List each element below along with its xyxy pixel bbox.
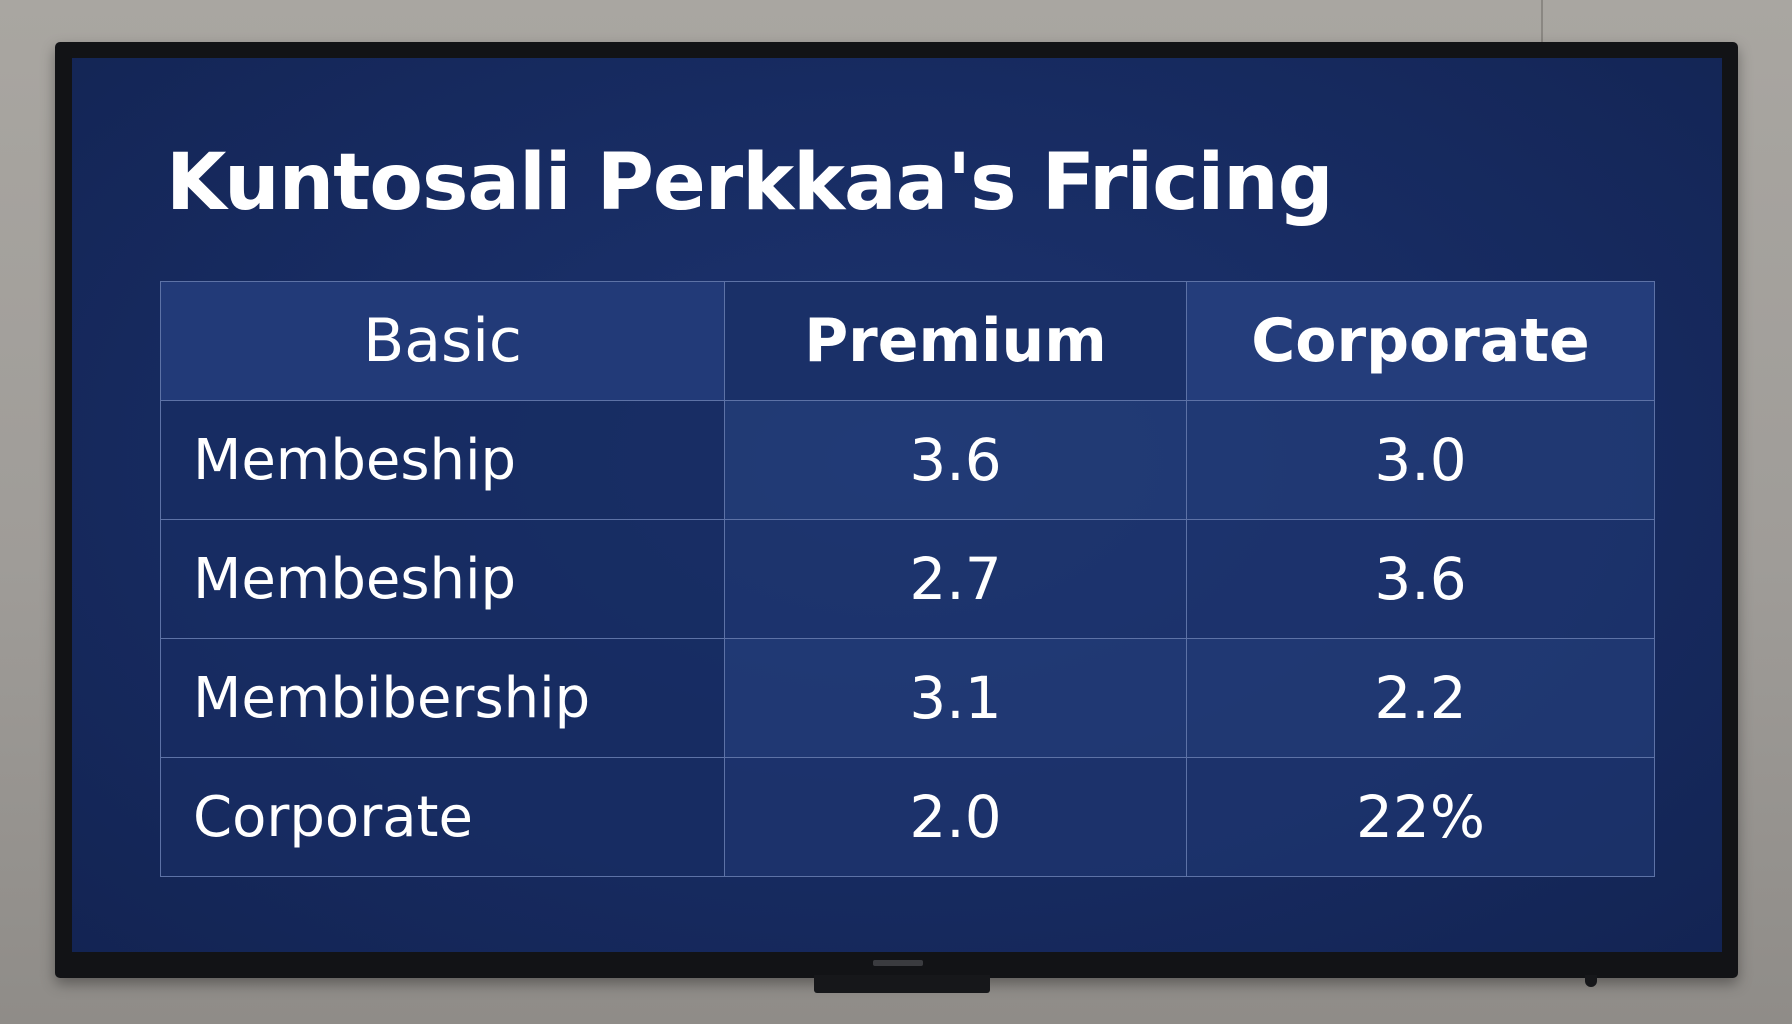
corporate-value: 22% xyxy=(1186,757,1655,877)
row-label: Membeship xyxy=(160,519,725,639)
slide-title: Kuntosali Perkkaa's Fricing xyxy=(166,138,1334,228)
pricing-table: Basic Premium Corporate Membeship 3.6 3.… xyxy=(160,281,1655,877)
premium-value: 2.7 xyxy=(724,519,1187,639)
table-row: Membibership 3.1 2.2 xyxy=(160,638,1655,758)
row-label: Membibership xyxy=(160,638,725,758)
table-row: Membeship 2.7 3.6 xyxy=(160,519,1655,639)
table-header-row: Basic Premium Corporate xyxy=(160,281,1655,401)
tv-screen: Kuntosali Perkkaa's Fricing Basic Premiu… xyxy=(72,58,1722,952)
corporate-value: 3.6 xyxy=(1186,519,1655,639)
row-label: Corporate xyxy=(160,757,725,877)
premium-value: 3.6 xyxy=(724,400,1187,520)
corporate-value: 3.0 xyxy=(1186,400,1655,520)
premium-value: 2.0 xyxy=(724,757,1187,877)
column-header-corporate: Corporate xyxy=(1186,281,1655,401)
table-row: Corporate 2.0 22% xyxy=(160,757,1655,877)
premium-value: 3.1 xyxy=(724,638,1187,758)
tv-brand-logo xyxy=(873,960,923,966)
wall-seam xyxy=(1541,0,1543,46)
column-header-basic: Basic xyxy=(160,281,725,401)
tv-stand xyxy=(814,975,990,993)
column-header-premium: Premium xyxy=(724,281,1187,401)
corporate-value: 2.2 xyxy=(1186,638,1655,758)
tv-power-button xyxy=(1585,975,1597,987)
table-row: Membeship 3.6 3.0 xyxy=(160,400,1655,520)
row-label: Membeship xyxy=(160,400,725,520)
